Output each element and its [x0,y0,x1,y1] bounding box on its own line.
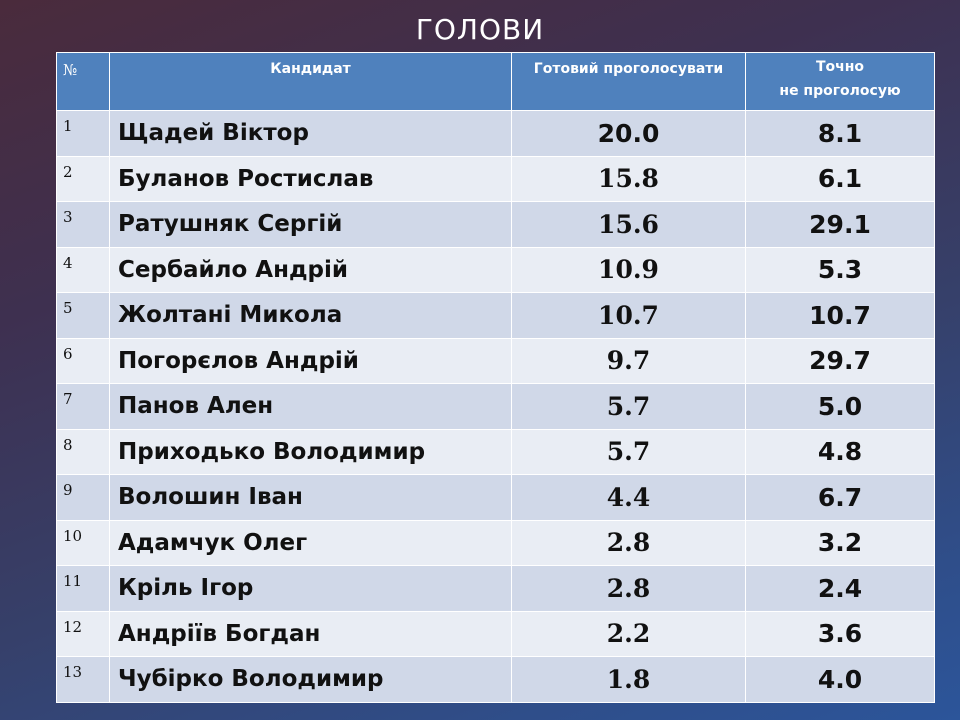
ready-to-vote-value: 15.8 [511,155,746,202]
candidate-name: Волошин Іван [109,474,512,521]
header-number: № [56,52,110,111]
will-not-vote-value: 5.3 [745,246,935,293]
ready-to-vote-value: 1.8 [511,656,746,703]
table-row: 8 Приходько Володимир 5.7 4.8 [56,428,935,475]
will-not-vote-value: 6.1 [745,155,935,202]
candidate-name: Панов Ален [109,383,512,430]
table-row: 7 Панов Ален 5.7 5.0 [56,383,935,430]
table-row: 6 Погорєлов Андрій 9.7 29.7 [56,337,935,384]
row-number: 10 [56,519,110,566]
header-will-not-vote: Точно не проголосую [745,52,935,111]
table-row: 3 Ратушняк Сергій 15.6 29.1 [56,201,935,248]
candidate-name: Чубірко Володимир [109,656,512,703]
ready-to-vote-value: 2.8 [511,565,746,612]
will-not-vote-value: 29.7 [745,337,935,384]
row-number: 5 [56,292,110,339]
row-number: 2 [56,155,110,202]
row-number: 1 [56,110,110,157]
row-number: 12 [56,610,110,657]
table-row: 10 Адамчук Олег 2.8 3.2 [56,519,935,566]
table-row: 11 Кріль Ігор 2.8 2.4 [56,565,935,612]
candidate-name: Приходько Володимир [109,428,512,475]
candidate-name: Кріль Ігор [109,565,512,612]
will-not-vote-value: 10.7 [745,292,935,339]
candidate-name: Жолтані Микола [109,292,512,339]
will-not-vote-value: 29.1 [745,201,935,248]
will-not-vote-value: 6.7 [745,474,935,521]
table-row: 5 Жолтані Микола 10.7 10.7 [56,292,935,339]
ready-to-vote-value: 10.9 [511,246,746,293]
ready-to-vote-value: 10.7 [511,292,746,339]
will-not-vote-value: 4.8 [745,428,935,475]
ready-to-vote-value: 9.7 [511,337,746,384]
row-number: 6 [56,337,110,384]
will-not-vote-value: 3.6 [745,610,935,657]
will-not-vote-value: 3.2 [745,519,935,566]
table-row: 4 Сербайло Андрій 10.9 5.3 [56,246,935,293]
ready-to-vote-value: 5.7 [511,428,746,475]
table-row: 2 Буланов Ростислав 15.8 6.1 [56,155,935,202]
ready-to-vote-value: 20.0 [511,110,746,157]
row-number: 8 [56,428,110,475]
header-will-not-vote-line2: не проголосую [779,83,901,99]
will-not-vote-value: 5.0 [745,383,935,430]
table-row: 12 Андріїв Богдан 2.2 3.6 [56,610,935,657]
candidate-name: Погорєлов Андрій [109,337,512,384]
ready-to-vote-value: 4.4 [511,474,746,521]
will-not-vote-value: 4.0 [745,656,935,703]
ready-to-vote-value: 15.6 [511,201,746,248]
ready-to-vote-value: 2.8 [511,519,746,566]
will-not-vote-value: 8.1 [745,110,935,157]
table-row: 13 Чубірко Володимир 1.8 4.0 [56,656,935,703]
header-will-not-vote-line1: Точно [815,59,865,75]
candidate-name: Буланов Ростислав [109,155,512,202]
row-number: 3 [56,201,110,248]
header-candidate: Кандидат [109,52,512,111]
candidate-name: Сербайло Андрій [109,246,512,293]
table-row: 9 Волошин Іван 4.4 6.7 [56,474,935,521]
table-row: 1 Щадей Віктор 20.0 8.1 [56,110,935,157]
row-number: 13 [56,656,110,703]
candidate-name: Ратушняк Сергій [109,201,512,248]
header-ready-to-vote: Готовий проголосувати [511,52,746,111]
row-number: 7 [56,383,110,430]
ready-to-vote-value: 5.7 [511,383,746,430]
candidate-name: Адамчук Олег [109,519,512,566]
candidate-name: Щадей Віктор [109,110,512,157]
results-table: № Кандидат Готовий проголосувати Точно н… [56,52,935,703]
will-not-vote-value: 2.4 [745,565,935,612]
candidate-name: Андріїв Богдан [109,610,512,657]
ready-to-vote-value: 2.2 [511,610,746,657]
row-number: 9 [56,474,110,521]
table-header-row: № Кандидат Готовий проголосувати Точно н… [56,52,935,111]
slide-title: ГОЛОВИ [415,13,545,46]
row-number: 11 [56,565,110,612]
row-number: 4 [56,246,110,293]
